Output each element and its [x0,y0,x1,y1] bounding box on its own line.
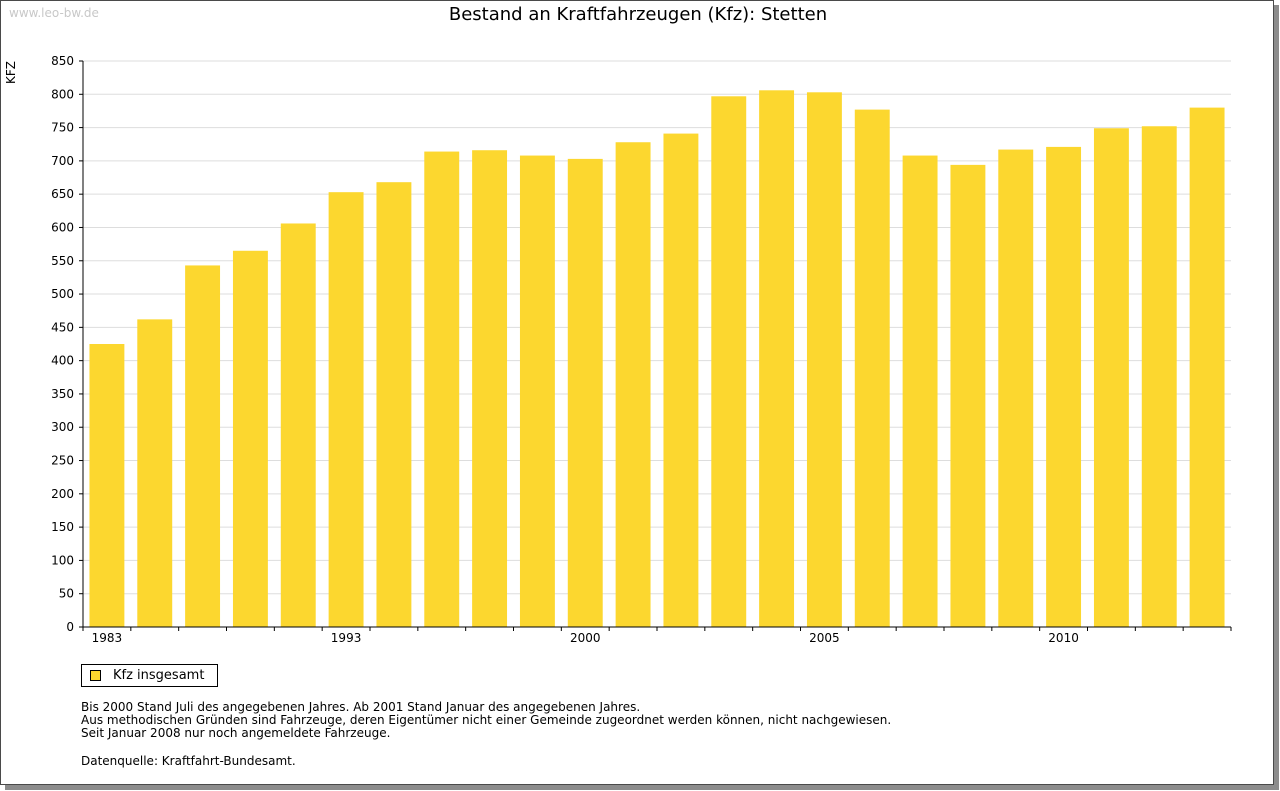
bar [950,164,986,628]
watermark: www.leo-bw.de [9,6,99,20]
y-tick-label: 450 [51,320,74,334]
bar [424,151,460,627]
bar [472,150,508,627]
legend-swatch [90,670,101,681]
y-tick-label: 750 [51,121,74,135]
bar [519,155,555,627]
x-tick-label: 2010 [1048,631,1079,645]
bar [998,149,1034,627]
bar [567,158,603,627]
chart-title: Bestand an Kraftfahrzeugen (Kfz): Stette… [448,4,828,25]
bar [137,319,173,627]
bar [1189,107,1225,628]
x-tick-label: 2000 [570,631,601,645]
y-tick-label: 100 [51,553,74,567]
legend-label: Kfz insgesamt [113,668,205,683]
footnote-line: Bis 2000 Stand Juli des angegebenen Jahr… [81,700,641,714]
bar [854,109,890,627]
bar [615,142,651,627]
x-tick-label: 1983 [92,631,123,645]
bar [185,265,221,627]
y-tick-label: 700 [51,154,74,168]
y-tick-label: 800 [51,87,74,101]
x-tick-label: 2005 [809,631,840,645]
y-tick-label: 0 [66,620,74,634]
y-tick-label: 50 [59,587,74,601]
legend: Kfz insgesamt [81,664,218,687]
y-tick-label: 600 [51,220,74,234]
bar [232,250,268,627]
bar [1093,128,1129,627]
bar [376,182,412,627]
bar [902,155,938,627]
bar [711,96,747,628]
bar [328,192,364,627]
bar [89,344,125,627]
y-tick-label: 650 [51,187,74,201]
footnotes: Bis 2000 Stand Juli des angegebenen Jahr… [81,701,891,740]
y-tick-label: 200 [51,487,74,501]
footnote-line: Aus methodischen Gründen sind Fahrzeuge,… [81,713,892,727]
y-tick-label: 300 [51,420,74,434]
bar [663,133,699,627]
y-tick-label: 150 [51,520,74,534]
y-tick-label: 250 [51,454,74,468]
bar [759,90,795,627]
bar [1046,146,1082,628]
bar-chart: 0 50 100 150 200 250 300 350 400 450 500 550 600 650 7… [51,54,1232,645]
bar [280,223,316,628]
y-tick-label: 550 [51,254,74,268]
y-tick-label: 500 [51,287,74,301]
data-source: Datenquelle: Kraftfahrt-Bundesamt. [81,754,296,768]
y-tick-label: 400 [51,354,74,368]
bar [1141,126,1177,627]
y-tick-label: 850 [51,54,74,68]
bar [806,92,842,628]
y-tick-label: 350 [51,387,74,401]
x-tick-label: 1993 [331,631,362,645]
footnote-line: Seit Januar 2008 nur noch angemeldete Fa… [81,726,391,740]
